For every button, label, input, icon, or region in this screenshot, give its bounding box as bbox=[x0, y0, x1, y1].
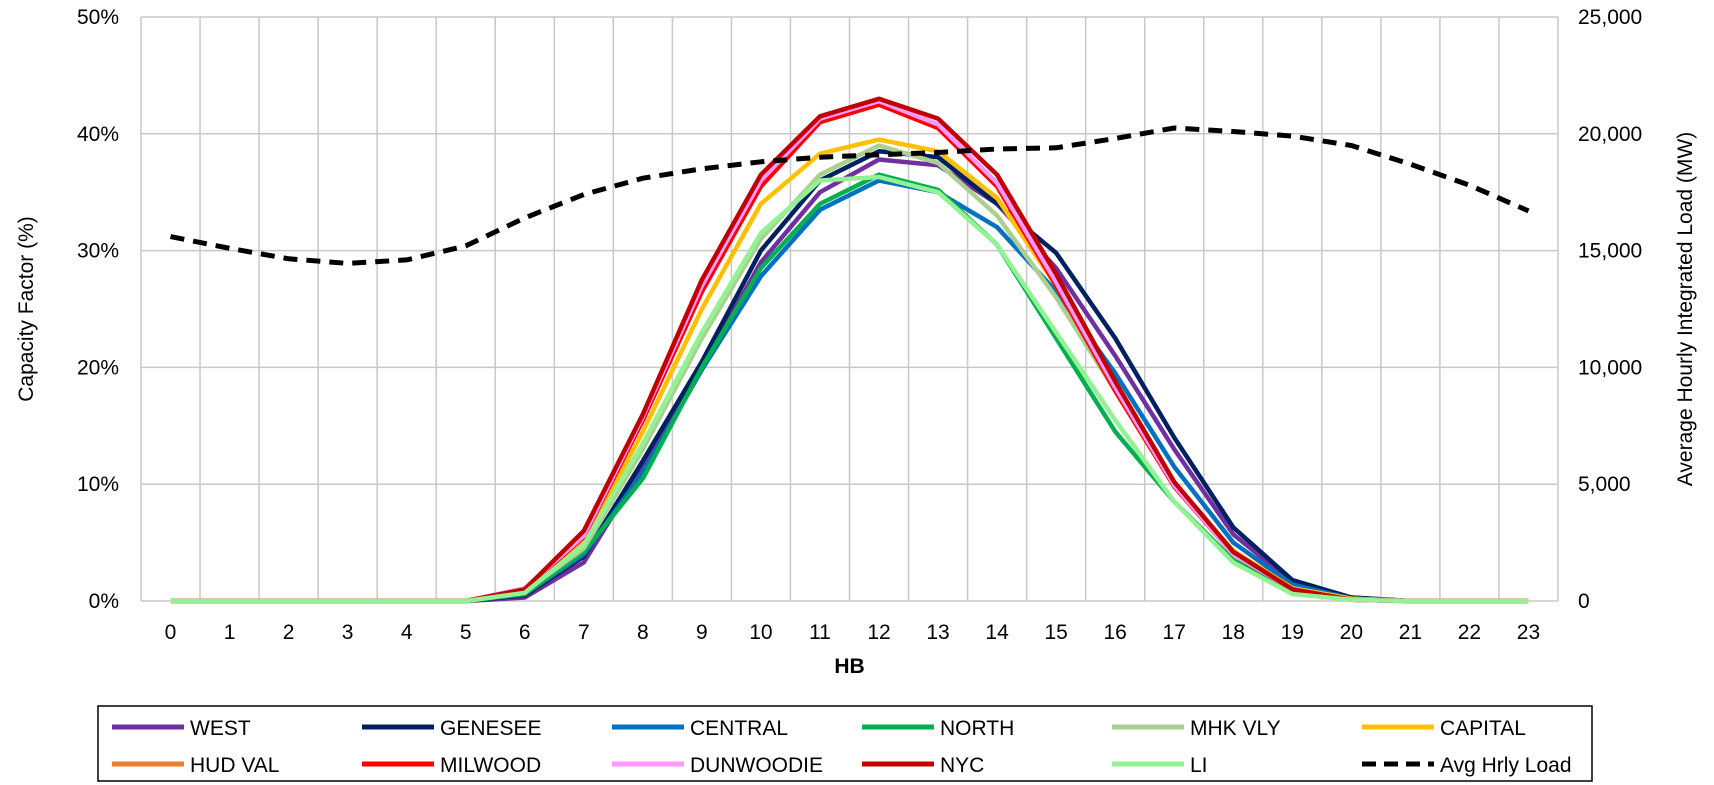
legend-label: NYC bbox=[940, 754, 984, 777]
y-axis-ticks: 0% 10% 20% 30% 40% 50% bbox=[77, 6, 119, 613]
x-tick-label: 22 bbox=[1458, 621, 1481, 644]
x-tick-label: 19 bbox=[1281, 621, 1304, 644]
x-tick-label: 23 bbox=[1517, 621, 1540, 644]
legend-label: DUNWOODIE bbox=[690, 754, 823, 777]
x-tick-label: 6 bbox=[519, 621, 531, 644]
grid bbox=[140, 16, 1559, 602]
x-tick-label: 16 bbox=[1104, 621, 1127, 644]
y2-tick-label: 25,000 bbox=[1578, 6, 1642, 29]
y2-tick-label: 5,000 bbox=[1578, 473, 1631, 496]
x-tick-label: 10 bbox=[749, 621, 772, 644]
x-tick-label: 12 bbox=[867, 621, 890, 644]
y-tick-label: 20% bbox=[77, 356, 119, 379]
legend-label: MILWOOD bbox=[440, 754, 541, 777]
x-tick-label: 2 bbox=[283, 621, 295, 644]
x-tick-label: 3 bbox=[342, 621, 354, 644]
y2-tick-label: 0 bbox=[1578, 590, 1590, 613]
y2-tick-label: 10,000 bbox=[1578, 356, 1642, 379]
x-axis-ticks: 0 1 2 3 4 5 6 7 8 9 10 11 12 13 14 15 16 17 18 19 20 21 22 23 bbox=[165, 621, 1540, 644]
x-tick-label: 20 bbox=[1340, 621, 1363, 644]
x-tick-label: 21 bbox=[1399, 621, 1422, 644]
legend-label: HUD VAL bbox=[190, 754, 279, 777]
x-tick-label: 11 bbox=[809, 621, 831, 644]
y-tick-label: 50% bbox=[77, 6, 119, 29]
x-tick-label: 9 bbox=[696, 621, 708, 644]
x-axis-title: HB bbox=[834, 655, 864, 678]
x-tick-label: 17 bbox=[1163, 621, 1186, 644]
legend: WEST GENESEE CENTRAL NORTH MHK VLY CAPITAL HUD… bbox=[97, 705, 1593, 782]
x-tick-label: 13 bbox=[926, 621, 949, 644]
x-tick-label: 4 bbox=[401, 621, 413, 644]
legend-label: CENTRAL bbox=[690, 717, 788, 740]
y-tick-label: 10% bbox=[77, 473, 119, 496]
legend-label: NORTH bbox=[940, 717, 1014, 740]
x-tick-label: 14 bbox=[985, 621, 1009, 644]
legend-label: Avg Hrly Load bbox=[1440, 754, 1572, 777]
legend-label: WEST bbox=[190, 717, 251, 740]
y-tick-label: 30% bbox=[77, 240, 119, 263]
legend-label: CAPITAL bbox=[1440, 717, 1526, 740]
legend-label: MHK VLY bbox=[1190, 717, 1281, 740]
series-line-li bbox=[170, 174, 1529, 604]
x-tick-label: 15 bbox=[1044, 621, 1067, 644]
y2-axis-title: Average Hourly Integrated Load (MW) bbox=[1674, 132, 1697, 486]
series-line-avg-hrly-load bbox=[170, 125, 1530, 266]
y-tick-label: 40% bbox=[77, 123, 119, 146]
x-tick-label: 7 bbox=[578, 621, 590, 644]
legend-label: GENESEE bbox=[440, 717, 542, 740]
x-tick-label: 8 bbox=[637, 621, 649, 644]
x-tick-label: 18 bbox=[1222, 621, 1245, 644]
y2-tick-label: 15,000 bbox=[1578, 240, 1642, 263]
series-lines bbox=[170, 96, 1530, 604]
x-tick-label: 5 bbox=[460, 621, 472, 644]
legend-box bbox=[97, 705, 1593, 782]
y-tick-label: 0% bbox=[89, 590, 119, 613]
y2-tick-label: 20,000 bbox=[1578, 123, 1642, 146]
x-tick-label: 1 bbox=[224, 621, 236, 644]
x-tick-label: 0 bbox=[165, 621, 177, 644]
y2-axis-ticks: 0 5,000 10,000 15,000 20,000 25,000 bbox=[1578, 6, 1642, 613]
y-axis-title: Capacity Factor (%) bbox=[15, 216, 38, 402]
legend-label: LI bbox=[1190, 754, 1208, 777]
